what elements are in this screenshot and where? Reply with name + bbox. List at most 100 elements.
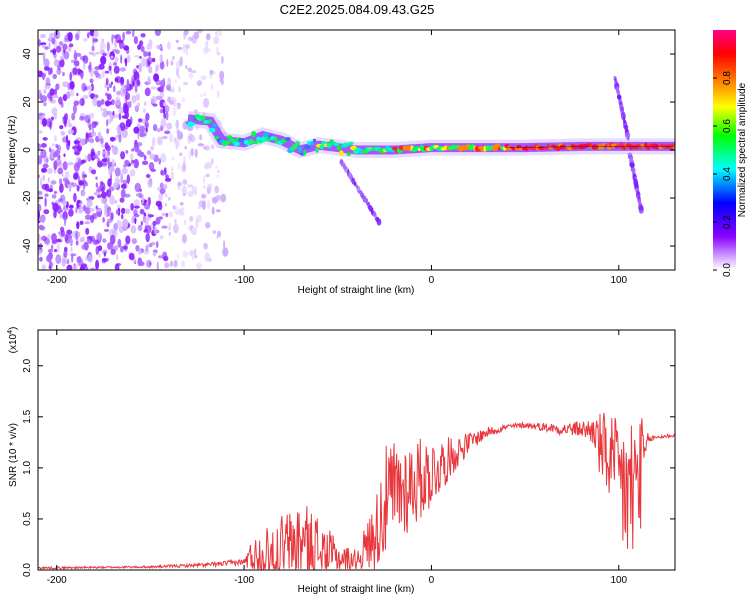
noise-speckle — [147, 76, 151, 83]
noise-speckles — [38, 30, 229, 270]
noise-speckle — [121, 128, 128, 139]
noise-speckle — [77, 30, 81, 35]
noise-speckle — [73, 60, 80, 67]
noise-speckle — [146, 150, 152, 156]
noise-speckle — [50, 180, 57, 185]
noise-speckle — [145, 174, 151, 178]
noise-speckle — [70, 246, 73, 253]
noise-speckle — [187, 36, 194, 42]
x-tick-label: 0 — [429, 275, 435, 286]
noise-speckle — [38, 190, 43, 195]
noise-speckle — [220, 193, 227, 203]
x-tick-label: 100 — [610, 275, 627, 286]
noise-speckle — [92, 154, 99, 160]
noise-speckle — [88, 235, 95, 242]
noise-speckle — [118, 112, 122, 121]
snr-plot-area — [38, 330, 675, 570]
noise-speckle — [102, 217, 105, 223]
noise-speckle — [145, 244, 149, 252]
noise-speckle — [116, 126, 122, 136]
ridge-blob — [295, 141, 300, 147]
noise-speckle — [182, 162, 186, 172]
noise-speckle — [41, 44, 46, 48]
noise-speckle — [143, 154, 147, 161]
noise-speckle — [85, 214, 92, 220]
noise-speckle — [130, 203, 134, 211]
y-tick-label: -40 — [22, 238, 33, 253]
noise-speckle — [139, 125, 145, 133]
noise-speckle — [45, 77, 51, 86]
ridge-blob — [524, 145, 529, 152]
noise-speckle — [158, 158, 162, 165]
noise-speckle — [120, 173, 123, 184]
noise-speckle — [69, 71, 72, 82]
snr-multiplier: (x104) — [7, 327, 19, 354]
noise-speckle — [133, 36, 138, 45]
noise-speckle — [223, 240, 226, 249]
noise-speckle — [115, 33, 122, 44]
noise-speckle — [81, 191, 86, 196]
noise-speckle — [188, 150, 191, 160]
branch-blob — [353, 181, 357, 187]
noise-speckle — [96, 100, 102, 108]
noise-speckle — [44, 197, 47, 208]
noise-speckle — [170, 60, 174, 66]
noise-speckle — [141, 194, 145, 205]
noise-speckle — [117, 238, 122, 248]
noise-speckle — [178, 75, 181, 80]
noise-speckle — [46, 168, 53, 174]
noise-speckle — [91, 121, 97, 129]
ridge-blob — [208, 119, 212, 123]
noise-speckle — [52, 202, 59, 212]
noise-speckle — [62, 200, 67, 207]
noise-speckle — [163, 184, 168, 190]
noise-speckle — [53, 210, 57, 219]
noise-speckle — [62, 81, 69, 88]
noise-speckle — [114, 77, 119, 82]
noise-speckle — [166, 59, 169, 67]
noise-speckle — [145, 112, 150, 121]
noise-speckle — [166, 122, 173, 130]
noise-speckle — [159, 108, 164, 114]
noise-speckle — [200, 93, 203, 98]
noise-speckle — [173, 259, 178, 268]
noise-speckle — [170, 166, 174, 172]
snr-xlabel: Height of straight line (km) — [298, 584, 415, 595]
noise-speckle — [199, 134, 203, 141]
noise-speckle — [165, 193, 168, 198]
noise-speckle — [50, 244, 54, 250]
noise-speckle — [145, 232, 150, 243]
noise-speckle — [122, 218, 129, 229]
noise-speckle — [207, 199, 210, 210]
noise-speckle — [38, 155, 43, 165]
noise-speckle — [107, 178, 112, 187]
noise-speckle — [133, 126, 140, 134]
noise-speckle — [170, 171, 174, 181]
noise-speckle — [160, 153, 167, 163]
noise-speckle — [55, 143, 59, 149]
noise-speckle — [85, 132, 89, 140]
noise-speckle — [124, 94, 128, 103]
noise-speckle — [68, 208, 74, 217]
noise-speckle — [113, 85, 116, 93]
noise-speckle — [95, 176, 98, 180]
noise-speckle — [79, 265, 86, 270]
noise-speckle — [196, 214, 202, 223]
noise-speckle — [82, 181, 89, 187]
noise-speckle — [66, 264, 73, 270]
noise-speckle — [174, 205, 179, 215]
noise-speckle — [88, 254, 93, 263]
noise-speckle — [93, 30, 99, 38]
noise-speckle — [53, 190, 58, 195]
noise-speckle — [97, 150, 101, 156]
noise-speckle — [149, 153, 156, 160]
noise-speckle — [121, 167, 128, 175]
noise-speckle — [83, 38, 88, 42]
noise-speckle — [125, 118, 132, 128]
branch-down-right — [627, 152, 644, 214]
noise-speckle — [93, 38, 99, 43]
noise-speckle — [110, 212, 114, 221]
y-tick-label: 0.5 — [22, 512, 33, 526]
ridge-blob — [346, 152, 351, 156]
